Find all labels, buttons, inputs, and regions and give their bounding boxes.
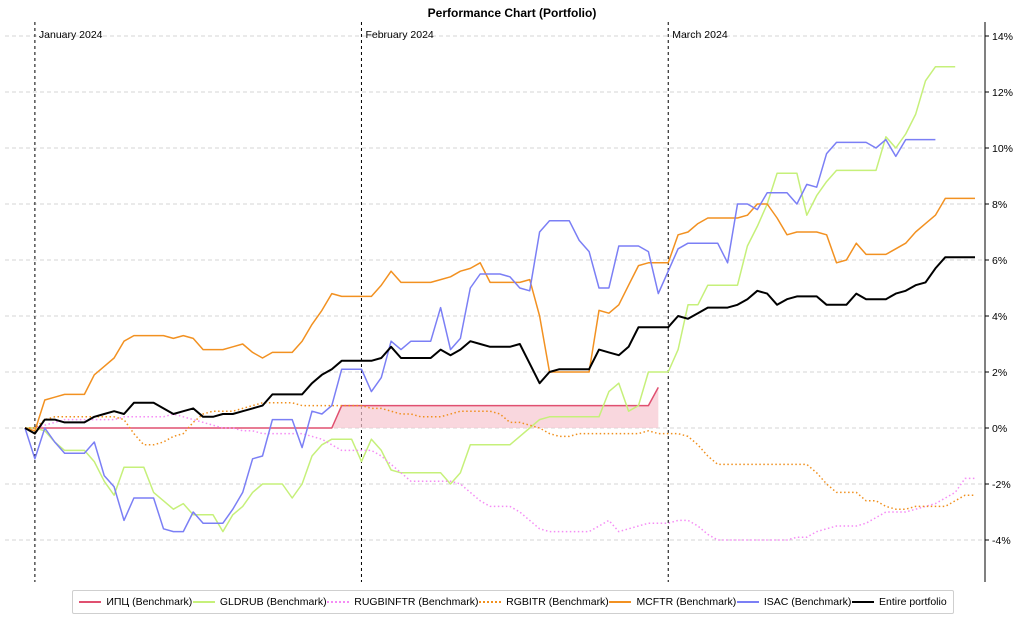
- legend-swatch: [479, 601, 502, 603]
- legend-item[interactable]: GLDRUB (Benchmark): [192, 596, 327, 608]
- legend-label: RGBITR (Benchmark): [506, 596, 609, 608]
- series-line: [24, 197, 975, 432]
- legend-swatch: [327, 601, 350, 603]
- legend-swatch: [192, 601, 215, 603]
- y-tick-label: 8%: [992, 199, 1007, 211]
- y-tick-label: 12%: [992, 87, 1013, 99]
- series-lines: [24, 66, 975, 541]
- legend-swatch: [609, 601, 632, 603]
- y-tick-label: 6%: [992, 255, 1007, 267]
- y-tick-label: 10%: [992, 143, 1013, 155]
- grid-lines: [5, 35, 985, 541]
- month-markers: January 2024 February 2024 March 2024: [34, 22, 728, 582]
- legend-item[interactable]: RGBITR (Benchmark): [479, 596, 609, 608]
- series-fill: [25, 387, 659, 428]
- series-line: [24, 256, 975, 435]
- series-line: [24, 138, 936, 533]
- legend-label: ISAC (Benchmark): [763, 596, 852, 608]
- legend-label: RUGBINFTR (Benchmark): [354, 596, 479, 608]
- y-tick-label: -4%: [992, 535, 1011, 547]
- series-line: [25, 402, 975, 510]
- y-tick-label: 0%: [992, 423, 1007, 435]
- legend-swatch: [736, 601, 759, 603]
- y-tick-label: 14%: [992, 31, 1013, 43]
- legend-label: MCFTR (Benchmark): [636, 596, 737, 608]
- y-axis: -4% -2% 0% 2% 4% 6% 8% 10% 12% 14%: [984, 22, 1013, 582]
- legend-item[interactable]: ISAC (Benchmark): [736, 596, 852, 608]
- series-line: [25, 413, 975, 541]
- y-tick-label: -2%: [992, 479, 1011, 491]
- chart-title: Performance Chart (Portfolio): [428, 6, 597, 20]
- legend-swatch: [79, 601, 102, 603]
- legend-item[interactable]: MCFTR (Benchmark): [609, 596, 736, 608]
- legend-label: Entire portfolio: [878, 596, 947, 608]
- legend: ИПЦ (Benchmark) GLDRUB (Benchmark) RUGBINF…: [72, 590, 954, 614]
- month-marker-label: February 2024: [365, 29, 433, 41]
- legend-label: GLDRUB (Benchmark): [219, 596, 327, 608]
- legend-item[interactable]: ИПЦ (Benchmark): [79, 596, 192, 608]
- y-tick-label: 4%: [992, 311, 1007, 323]
- legend-swatch: [851, 601, 874, 603]
- y-tick-label: 2%: [992, 367, 1007, 379]
- benchmark-fill: [25, 387, 659, 428]
- month-marker-label: January 2024: [39, 29, 103, 41]
- month-marker-label: March 2024: [672, 29, 728, 41]
- legend-label: ИПЦ (Benchmark): [106, 596, 193, 608]
- legend-item[interactable]: Entire portfolio: [851, 596, 947, 608]
- series-line: [25, 66, 956, 533]
- legend-item[interactable]: RUGBINFTR (Benchmark): [327, 596, 479, 608]
